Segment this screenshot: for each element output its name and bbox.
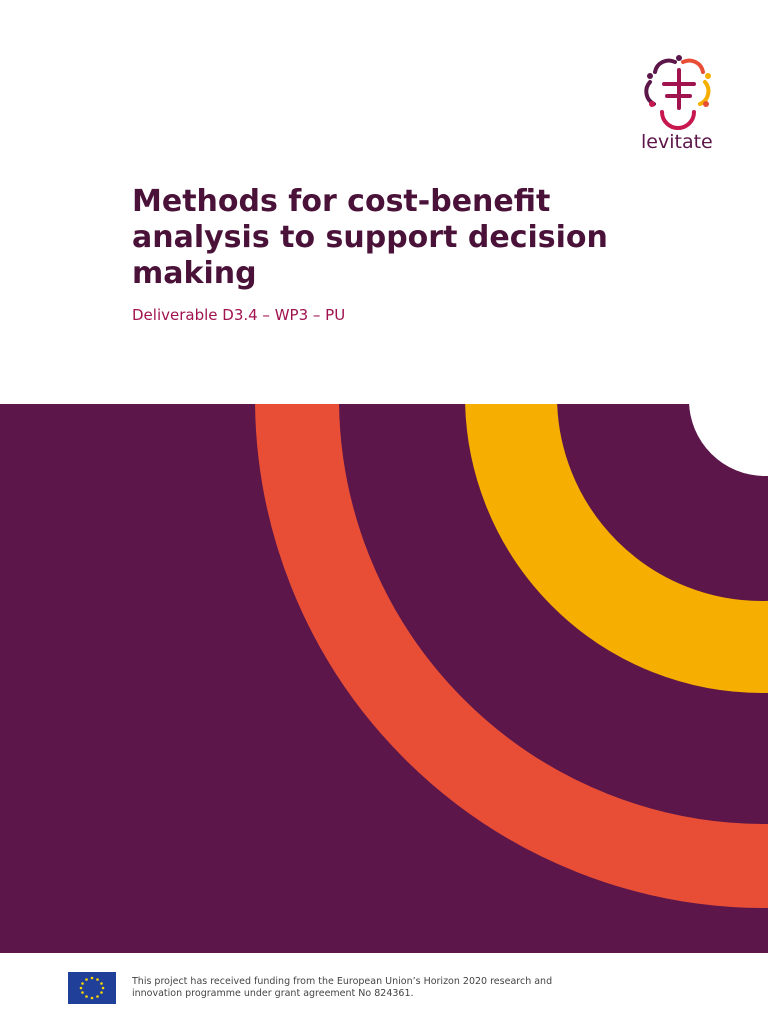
red-arc bbox=[255, 404, 768, 908]
title: Methods for cost-benefit analysis to sup… bbox=[132, 184, 608, 291]
funding-line: This project has received funding from t… bbox=[132, 976, 553, 987]
logo-icon bbox=[644, 55, 711, 130]
funding-note: This project has received funding from t… bbox=[132, 976, 552, 1000]
yellow-arc bbox=[465, 404, 768, 693]
funding-line: innovation programme under grant agreeme… bbox=[132, 988, 414, 999]
subtitle: Deliverable D3.4 – WP3 – PU bbox=[132, 306, 346, 324]
white-circle bbox=[689, 404, 768, 476]
eu-flag bbox=[68, 972, 116, 1004]
logo-text: levitate bbox=[641, 131, 713, 153]
